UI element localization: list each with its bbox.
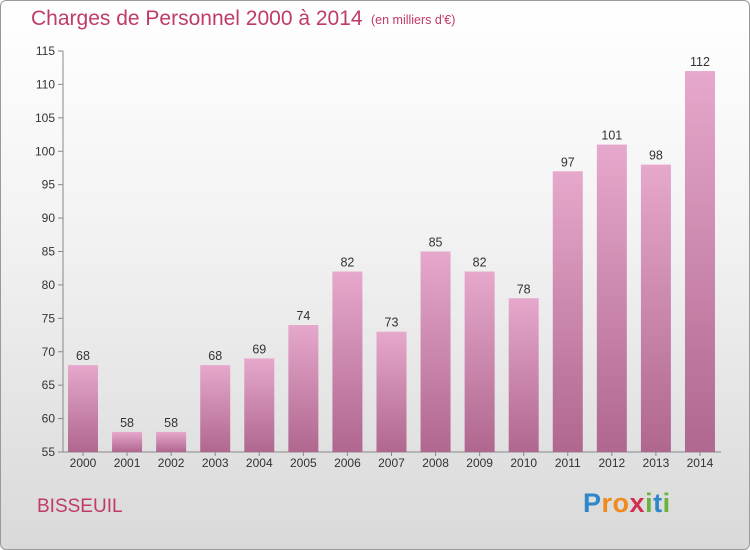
y-tick-label: 110 bbox=[36, 77, 55, 91]
x-tick-label: 2009 bbox=[466, 456, 493, 470]
x-tick-label: 2008 bbox=[422, 456, 449, 470]
bar-2014 bbox=[684, 71, 715, 453]
y-tick-label: 60 bbox=[42, 412, 56, 426]
data-label-2013: 98 bbox=[649, 149, 663, 163]
y-tick-label: 85 bbox=[42, 245, 56, 259]
x-tick-label: 2007 bbox=[378, 456, 405, 470]
data-label-2011: 97 bbox=[561, 155, 575, 169]
proxiti-logo: Proxiti bbox=[583, 488, 671, 519]
commune-name: BISSEUIL bbox=[37, 496, 123, 517]
data-label-2005: 74 bbox=[296, 309, 310, 323]
data-label-2000: 68 bbox=[76, 349, 90, 363]
bar-2010 bbox=[508, 298, 539, 452]
x-tick-label: 2006 bbox=[334, 456, 361, 470]
bar-2013 bbox=[640, 164, 671, 452]
x-tick-label: 2013 bbox=[643, 456, 670, 470]
y-tick-label: 70 bbox=[42, 345, 56, 359]
x-tick-label: 2012 bbox=[598, 456, 625, 470]
y-tick-label: 75 bbox=[42, 311, 56, 325]
logo-letter: t bbox=[653, 488, 663, 518]
y-tick-label: 105 bbox=[35, 111, 55, 125]
bar-2002 bbox=[156, 431, 187, 452]
y-tick-label: 115 bbox=[36, 44, 55, 58]
y-tick-label: 65 bbox=[42, 378, 56, 392]
data-label-2007: 73 bbox=[385, 316, 399, 330]
x-tick-label: 2002 bbox=[158, 456, 185, 470]
data-label-2004: 69 bbox=[252, 342, 266, 356]
logo-letter: x bbox=[629, 488, 646, 518]
logo-letter: i bbox=[662, 488, 671, 518]
x-tick-label: 2004 bbox=[246, 456, 273, 470]
x-tick-label: 2001 bbox=[114, 456, 141, 470]
bar-2004 bbox=[244, 358, 275, 452]
logo-letter: P bbox=[583, 488, 602, 518]
y-tick-label: 100 bbox=[35, 144, 55, 158]
logo-letter: i bbox=[645, 488, 654, 518]
x-tick-label: 2003 bbox=[202, 456, 229, 470]
bar-2006 bbox=[332, 271, 363, 452]
data-label-2009: 82 bbox=[473, 256, 487, 270]
bar-2007 bbox=[376, 331, 407, 452]
chart-title: Charges de Personnel 2000 à 2014 bbox=[31, 7, 363, 30]
logo-letter: o bbox=[612, 488, 630, 518]
data-label-2008: 85 bbox=[429, 236, 443, 250]
y-tick-label: 95 bbox=[42, 178, 56, 192]
data-label-2010: 78 bbox=[517, 282, 531, 296]
x-tick-label: 2005 bbox=[290, 456, 317, 470]
bar-2012 bbox=[596, 144, 627, 453]
x-tick-label: 2000 bbox=[70, 456, 97, 470]
bar-2000 bbox=[68, 365, 98, 452]
x-tick-label: 2014 bbox=[687, 456, 714, 470]
data-label-2003: 68 bbox=[208, 349, 222, 363]
logo-letter: r bbox=[601, 488, 613, 518]
data-label-2012: 101 bbox=[601, 129, 622, 143]
data-label-2006: 82 bbox=[340, 256, 354, 270]
x-tick-label: 2011 bbox=[555, 456, 581, 470]
y-tick-label: 90 bbox=[42, 211, 56, 225]
bar-2011 bbox=[552, 171, 583, 453]
x-tick-label: 2010 bbox=[510, 456, 537, 470]
bar-2001 bbox=[112, 431, 143, 452]
bar-2008 bbox=[420, 251, 451, 452]
y-tick-label: 55 bbox=[42, 445, 56, 459]
data-label-2002: 58 bbox=[164, 416, 178, 430]
data-label-2001: 58 bbox=[120, 416, 134, 430]
chart-subtitle: (en milliers d'€) bbox=[371, 13, 456, 27]
bar-2009 bbox=[464, 271, 495, 452]
bar-2005 bbox=[288, 325, 319, 452]
y-tick-label: 80 bbox=[42, 278, 56, 292]
data-label-2014: 112 bbox=[690, 55, 710, 69]
bar-2003 bbox=[200, 365, 231, 452]
